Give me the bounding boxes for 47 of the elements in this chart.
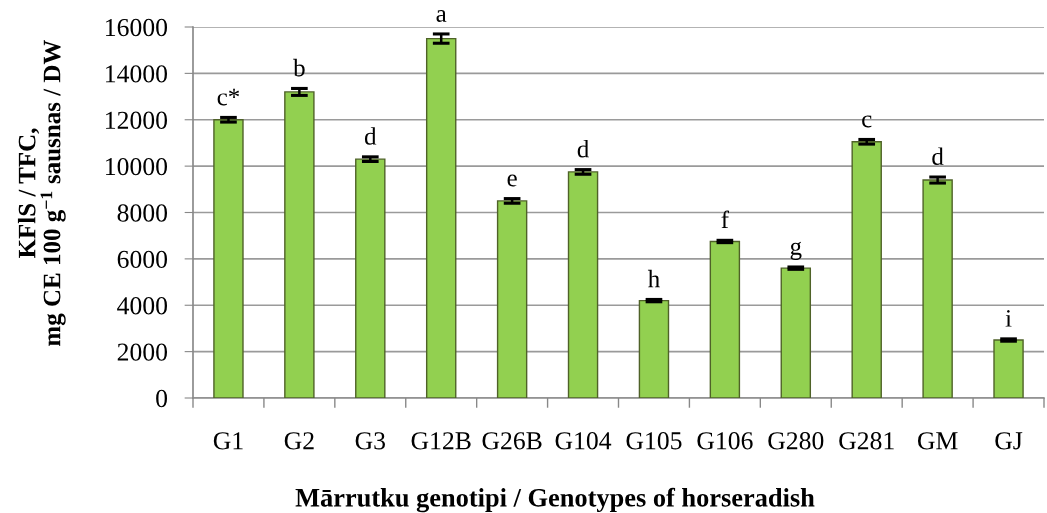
y-tick-label: 14000 xyxy=(106,65,168,83)
x-tick-label: G2 xyxy=(284,432,314,450)
bar xyxy=(213,119,244,398)
annotation: c xyxy=(862,115,872,128)
x-tick-label: G3 xyxy=(355,432,385,450)
bar xyxy=(425,37,457,398)
bar xyxy=(780,267,812,398)
bar xyxy=(993,339,1024,398)
annotation: f xyxy=(721,210,730,229)
bar xyxy=(284,91,315,398)
bar xyxy=(567,171,599,398)
annotation: i xyxy=(1005,310,1012,327)
y-tick-label: 2000 xyxy=(117,343,168,361)
annotation: d xyxy=(932,147,944,165)
x-tick-label: GM xyxy=(917,432,958,450)
x-tick-label: G106 xyxy=(697,432,753,450)
annotation: a xyxy=(436,9,447,22)
x-tick-label: G1 xyxy=(213,432,243,450)
x-tick-label: G104 xyxy=(555,432,612,450)
bar xyxy=(496,200,528,398)
bar xyxy=(709,240,741,398)
annotation: d xyxy=(364,127,377,145)
x-tick-label: GJ xyxy=(995,432,1023,450)
bar xyxy=(638,299,670,398)
x-tick-label: G281 xyxy=(839,432,894,450)
y-tick-label: 8000 xyxy=(117,204,168,222)
x-tick-label: G26B xyxy=(482,432,542,450)
annotation: e xyxy=(507,174,517,187)
x-tick-label: G105 xyxy=(626,432,682,450)
annotation: h xyxy=(647,269,660,288)
y-tick-label: 0 xyxy=(156,389,168,408)
y-tick-label: 12000 xyxy=(106,111,168,129)
bar xyxy=(851,141,882,398)
annotation: c* xyxy=(217,88,240,106)
annotation: g xyxy=(790,241,802,261)
y-tick-label: 4000 xyxy=(117,297,168,315)
y-axis-title: KFlS / TFC, mg CE 100 g$^{−1}$ sausnas / DW xyxy=(17,39,66,346)
x-tick-label: G12B xyxy=(411,432,471,450)
annotation: b xyxy=(293,58,305,77)
y-tick-label: 16000 xyxy=(106,18,168,37)
y-tick-label: 10000 xyxy=(106,157,168,176)
x-tick-label: G280 xyxy=(768,432,824,450)
bar xyxy=(355,158,386,398)
bar xyxy=(922,179,953,398)
x-axis-title: Mārrutku genotipi / Genotypes of horseradish xyxy=(295,487,815,513)
annotation: d xyxy=(577,139,589,158)
y-tick-label: 6000 xyxy=(117,250,168,269)
